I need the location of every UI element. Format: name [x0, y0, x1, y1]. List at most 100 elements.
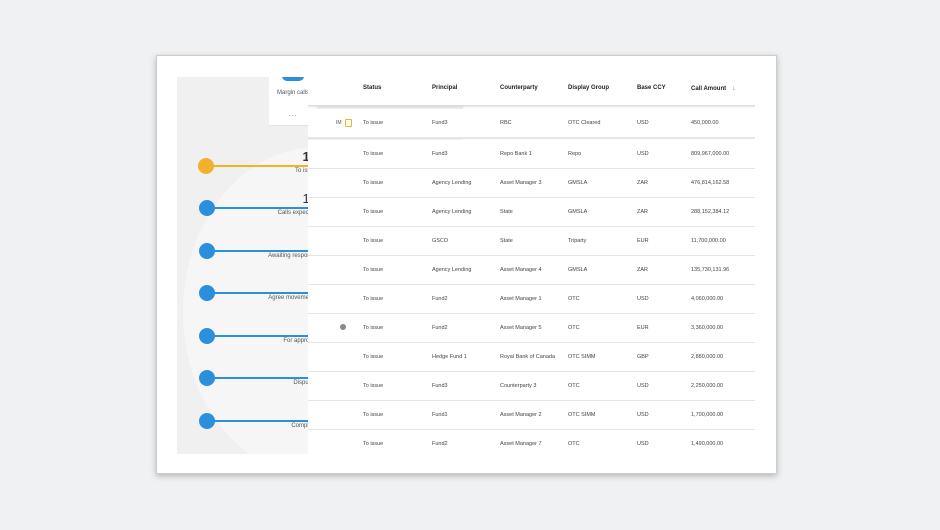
cell-base-ccy: EUR [637, 238, 649, 244]
stage-dot-icon [199, 243, 215, 259]
stage-disputed[interactable]: 0 Disputed [177, 361, 317, 401]
cell-display-group: OTC [568, 383, 580, 389]
cell-principal: Fund2 [432, 441, 448, 447]
stage-line [207, 377, 317, 379]
table-row[interactable]: To issue Agency Lending State GMSLA ZAR … [308, 198, 755, 228]
table-row[interactable]: To issue Hedge Fund 1 Royal Bank of Cana… [308, 343, 755, 373]
cell-counterparty: Asset Manager 4 [500, 267, 542, 273]
cell-counterparty: Asset Manager 3 [500, 180, 542, 186]
cell-display-group: GMSLA [568, 180, 588, 186]
stage-label: Disputed [293, 380, 317, 386]
stage-agree-movements[interactable]: 0 Agree movements [177, 276, 317, 316]
cell-call-amount: 1,490,000.00 [691, 441, 724, 447]
stage-line [207, 292, 317, 294]
cell-counterparty: Asset Manager 7 [500, 441, 542, 447]
cell-display-group: OTC [568, 441, 580, 447]
cell-display-group: OTC Cleared [568, 120, 601, 126]
table-row[interactable]: To issue GSCO State Triparty EUR 11,700,… [308, 227, 755, 257]
cell-principal: Agency Lending [432, 267, 472, 273]
column-header-status[interactable]: Status [363, 85, 382, 91]
stage-dot-icon [199, 200, 215, 216]
column-header-base-ccy[interactable]: Base CCY [637, 85, 666, 91]
stage-dot-icon [199, 370, 215, 386]
cell-counterparty: State [500, 209, 513, 215]
sort-descending-icon[interactable]: ↓ [732, 85, 736, 92]
table-row[interactable]: IM To issue Fund3 RBC OTC Cleared USD 45… [308, 109, 755, 139]
stage-label: Awaiting response [268, 253, 317, 259]
cell-base-ccy: USD [637, 441, 649, 447]
stage-line [207, 207, 317, 209]
stage-label: Agree movements [268, 295, 317, 301]
cell-counterparty: Counterparty 3 [500, 383, 537, 389]
stage-dot-icon [199, 285, 215, 301]
stage-calls-expected[interactable]: 12 Calls expected [177, 191, 317, 231]
stage-line [207, 420, 317, 422]
cell-counterparty: Royal Bank of Canada [500, 354, 556, 360]
cell-status: To issue [363, 238, 384, 244]
cell-display-group: OTC SIMM [568, 354, 596, 360]
cell-display-group: OTC SIMM [568, 412, 596, 418]
cell-base-ccy: USD [637, 120, 649, 126]
cell-status: To issue [363, 441, 384, 447]
column-header-call-amount[interactable]: Call Amount ↓ [691, 85, 736, 92]
table-row[interactable]: To issue Fund2 Asset Manager 7 OTC USD 1… [308, 430, 755, 454]
cell-principal: Agency Lending [432, 209, 472, 215]
cell-base-ccy: USD [637, 296, 649, 302]
column-header-counterparty[interactable]: Counterparty [500, 85, 538, 91]
cell-status: To issue [363, 180, 384, 186]
table-row[interactable]: To issue Fund2 Asset Manager 5 OTC EUR 3… [308, 314, 755, 344]
margin-calls-label: Margin calls [276, 90, 309, 96]
cell-base-ccy: EUR [637, 325, 649, 331]
stage-label: Calls expected [277, 210, 317, 216]
stage-awaiting-response[interactable]: 0 Awaiting response [177, 234, 317, 274]
cell-call-amount: 476,814,162.58 [691, 180, 730, 186]
cell-status: To issue [363, 267, 384, 273]
cell-base-ccy: USD [637, 151, 649, 157]
stage-for-approval[interactable]: 0 For approval [177, 319, 317, 359]
im-flag: IM [336, 120, 342, 126]
cell-counterparty: RBC [500, 120, 512, 126]
table-row[interactable]: To issue Agency Lending Asset Manager 3 … [308, 169, 755, 199]
table-row[interactable]: To issue Fund2 Asset Manager 1 OTC USD 4… [308, 285, 755, 315]
cell-display-group: Triparty [568, 238, 587, 244]
cell-status: To issue [363, 383, 384, 389]
column-header-display-group[interactable]: Display Group [568, 85, 610, 91]
cell-base-ccy: ZAR [637, 209, 648, 215]
more-options-icon[interactable]: ... [288, 111, 298, 118]
cell-counterparty: Asset Manager 5 [500, 325, 542, 331]
document-icon[interactable] [345, 119, 352, 127]
cell-call-amount: 4,060,000.00 [691, 296, 724, 302]
stage-dot-icon [198, 158, 214, 174]
stage-to-issue[interactable]: 17 To issue [177, 149, 317, 189]
dot-icon [340, 324, 346, 330]
table-row[interactable]: To issue Fund3 Repo Bank 1 Repo USD 809,… [308, 140, 755, 170]
column-header-principal[interactable]: Principal [432, 85, 458, 91]
cell-principal: Fund1 [432, 412, 448, 418]
stage-label: Complete [291, 423, 317, 429]
cell-base-ccy: USD [637, 412, 649, 418]
stage-line [207, 165, 317, 167]
cell-call-amount: 450,000.00 [691, 120, 719, 126]
cell-status: To issue [363, 412, 384, 418]
table-row[interactable]: To issue Agency Lending Asset Manager 4 … [308, 256, 755, 286]
cell-principal: Fund2 [432, 296, 448, 302]
stage-label: For approval [283, 338, 317, 344]
cell-call-amount: 135,730,131.96 [691, 267, 730, 273]
cell-call-amount: 809,967,000.00 [691, 151, 730, 157]
call-amount-label: Call Amount [691, 86, 727, 92]
table-header: Status Principal Counterparty Display Gr… [308, 77, 755, 106]
cell-base-ccy: GBP [637, 354, 649, 360]
cell-status: To issue [363, 296, 384, 302]
cell-principal: Fund3 [432, 383, 448, 389]
cell-status: To issue [363, 151, 384, 157]
table-row[interactable]: To issue Fund3 Counterparty 3 OTC USD 2,… [308, 372, 755, 402]
cell-status: To issue [363, 325, 384, 331]
cell-display-group: GMSLA [568, 267, 588, 273]
cell-call-amount: 3,360,000.00 [691, 325, 724, 331]
cell-status: To issue [363, 120, 384, 126]
stage-complete[interactable]: 0 Complete [177, 404, 317, 444]
cell-counterparty: Asset Manager 1 [500, 296, 542, 302]
table-row[interactable]: To issue Fund1 Asset Manager 2 OTC SIMM … [308, 401, 755, 431]
cell-base-ccy: ZAR [637, 180, 648, 186]
cell-counterparty: State [500, 238, 513, 244]
